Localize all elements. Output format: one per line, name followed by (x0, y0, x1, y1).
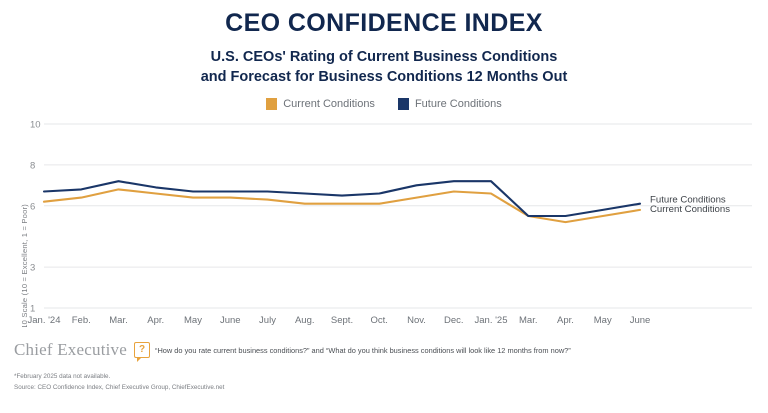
question-bubble-icon: ? (134, 342, 150, 362)
legend-swatch-current (266, 97, 278, 110)
x-tick-label: June (630, 315, 651, 326)
x-tick-label: Apr. (557, 315, 574, 326)
subtitle-line-1: U.S. CEOs' Rating of Current Business Co… (210, 48, 558, 65)
chart-subtitle: U.S. CEOs' Rating of Current Business Co… (0, 47, 768, 88)
data-series (42, 180, 642, 224)
end-label-current-conditions: Current Conditions (650, 204, 730, 215)
footnote-source: Source: CEO Confidence Index, Chief Exec… (14, 384, 225, 392)
line-chart: 1-10 Scale (10 = Excellent, 1 = Poor) 10… (20, 120, 752, 327)
x-tick-label: Mar. (519, 315, 537, 326)
y-tick-label: 8 (30, 160, 35, 171)
series-line-future-conditions (42, 180, 642, 218)
chart-footer: Chief Executive ? “How do you rate curre… (0, 340, 768, 393)
gridlines (44, 123, 752, 309)
x-tick-label: Sept. (331, 315, 353, 326)
x-tick-label: May (594, 315, 612, 326)
y-axis-title-group: 1-10 Scale (10 = Excellent, 1 = Poor) (20, 204, 29, 327)
footnote-data-availability: *February 2025 data not available. (14, 373, 111, 380)
page-title: CEO CONFIDENCE INDEX (225, 9, 543, 37)
chart-plot-area: 1-10 Scale (10 = Excellent, 1 = Poor) 10… (0, 112, 768, 327)
x-tick-label: Dec. (444, 315, 464, 326)
y-axis-ticks: 10 8 6 3 1 (30, 120, 41, 315)
x-tick-label: Feb. (72, 315, 91, 326)
x-tick-label: May (184, 315, 202, 326)
legend-swatch-future (397, 97, 409, 110)
footer-notes: *February 2025 data not available. Sourc… (0, 371, 768, 393)
y-tick-label: 6 (30, 201, 35, 212)
end-label-future-conditions: Future Conditions (650, 195, 726, 206)
y-tick-label: 3 (30, 263, 35, 274)
survey-question-text: “How do you rate current business condit… (155, 345, 571, 355)
x-axis-ticks: Jan. '24 Feb. Mar. Apr. May June July Aug. Sept.… (28, 315, 651, 326)
chief-executive-logo: Chief Executive (14, 340, 127, 359)
x-tick-label: Jan. '24 (28, 315, 61, 326)
x-tick-label: Jan. '25 (475, 315, 508, 326)
x-tick-label: Apr. (147, 315, 164, 326)
chart-legend: Current Conditions Future Conditions (0, 97, 768, 110)
x-tick-label: June (220, 315, 241, 326)
y-axis-title: 1-10 Scale (10 = Excellent, 1 = Poor) (20, 204, 29, 327)
series-line-current-conditions (42, 188, 642, 224)
legend-item-current-conditions[interactable]: Current Conditions (266, 97, 375, 110)
footer-branding-row: Chief Executive ? “How do you rate curre… (0, 340, 768, 362)
chart-header: CEO CONFIDENCE INDEX U.S. CEOs' Rating o… (0, 0, 768, 110)
x-tick-label: Mar. (109, 315, 127, 326)
y-tick-label: 1 (30, 304, 35, 315)
legend-label-current: Current Conditions (283, 97, 375, 110)
subtitle-line-2: and Forecast for Business Conditions 12 … (200, 69, 568, 86)
legend-label-future: Future Conditions (414, 97, 502, 110)
x-tick-label: Aug. (295, 315, 315, 326)
x-tick-label: Nov. (407, 315, 426, 326)
x-tick-label: July (259, 315, 276, 326)
x-tick-label: Oct. (371, 315, 388, 326)
legend-item-future-conditions[interactable]: Future Conditions (397, 97, 502, 110)
y-tick-label: 10 (30, 120, 41, 131)
